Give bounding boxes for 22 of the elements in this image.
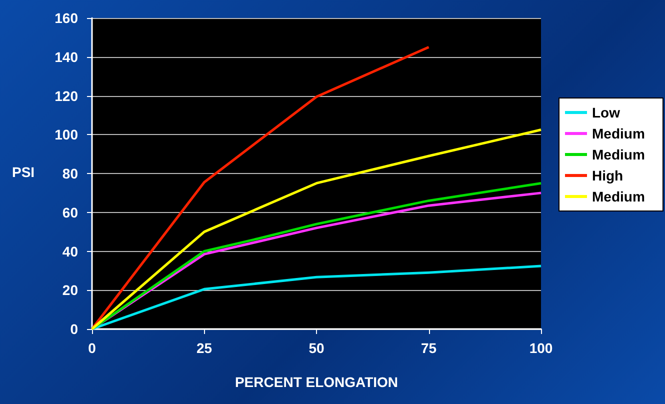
y-axis-title: PSI bbox=[12, 164, 35, 180]
legend-label: Low bbox=[592, 104, 620, 120]
x-tick-label: 0 bbox=[88, 340, 96, 356]
x-tick-label: 50 bbox=[308, 340, 324, 356]
x-tick-label: 100 bbox=[529, 340, 553, 356]
x-axis-title: PERCENT ELONGATION bbox=[234, 374, 398, 390]
y-tick-label: 0 bbox=[70, 321, 78, 337]
y-tick-label: 60 bbox=[62, 204, 78, 220]
legend-label: Medium bbox=[592, 146, 645, 162]
y-tick-label: 120 bbox=[54, 88, 78, 104]
y-tick-label: 80 bbox=[62, 166, 78, 182]
y-tick-label: 140 bbox=[54, 48, 78, 65]
x-tick-label: 25 bbox=[196, 340, 212, 356]
x-tick-label: 75 bbox=[420, 340, 437, 356]
y-tick-label: 20 bbox=[62, 282, 78, 298]
y-tick-label: 40 bbox=[62, 243, 78, 260]
line-series bbox=[90, 46, 430, 330]
legend-label: High bbox=[592, 168, 624, 184]
legend-label: Medium bbox=[592, 188, 645, 204]
legend-label: Medium bbox=[592, 126, 645, 142]
y-tick-label: 100 bbox=[54, 126, 78, 143]
y-tick-label: 160 bbox=[54, 10, 78, 26]
